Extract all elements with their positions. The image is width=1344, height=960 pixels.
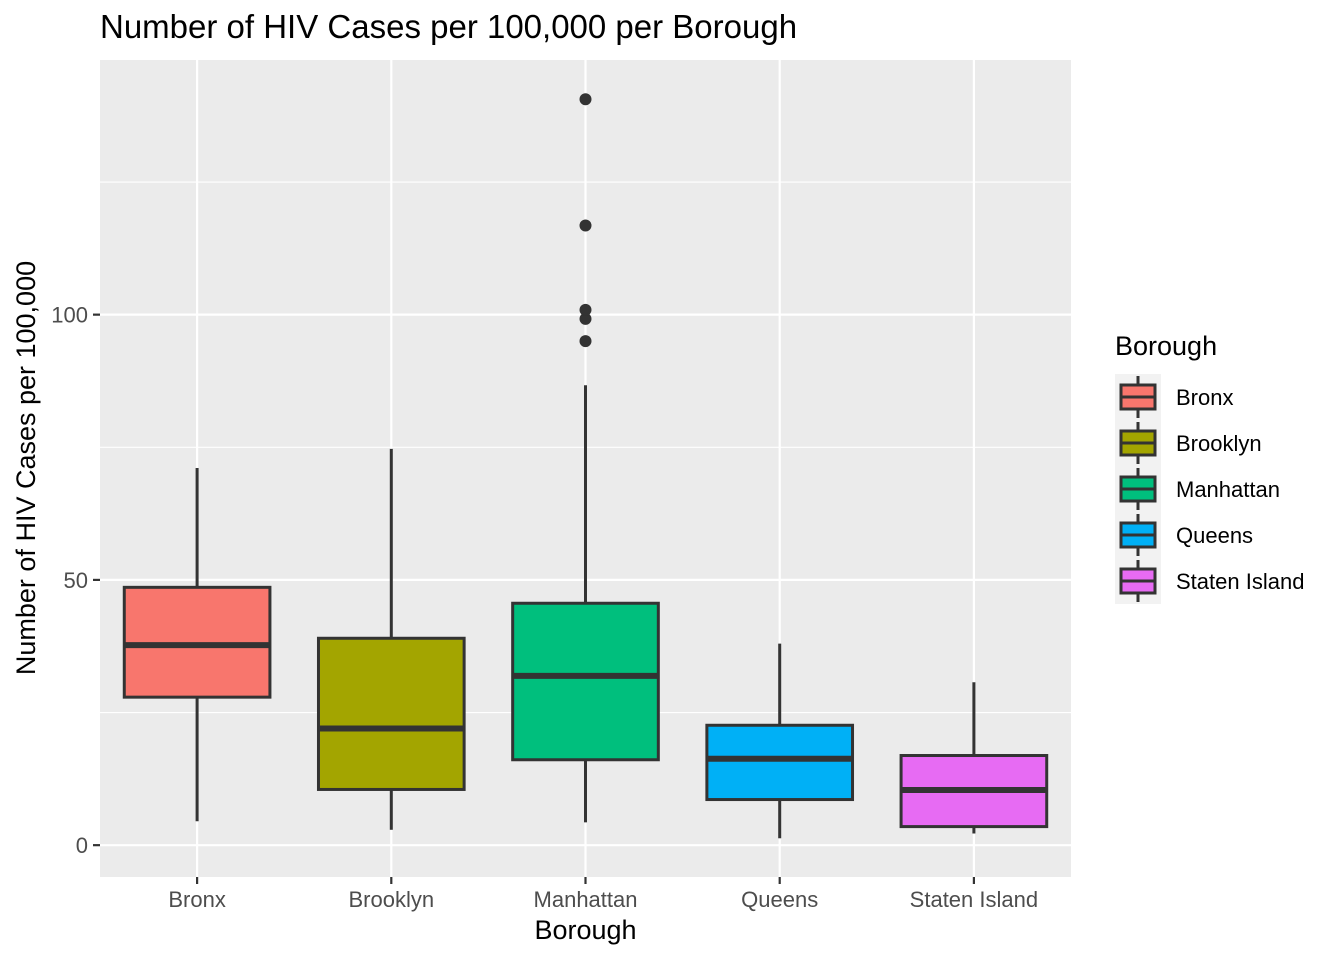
x-tick-label: Bronx	[168, 887, 225, 912]
y-axis-title: Number of HIV Cases per 100,000	[11, 261, 41, 675]
x-tick-label: Staten Island	[910, 887, 1038, 912]
legend: Borough Bronx Brooklyn Manhattan Queens Stat…	[1115, 331, 1304, 604]
legend-label: Staten Island	[1176, 569, 1304, 594]
x-tick-label: Manhattan	[534, 887, 638, 912]
legend-item: Brooklyn	[1119, 422, 1262, 464]
outlier-point	[579, 219, 592, 232]
outlier-point	[579, 303, 592, 316]
legend-label: Bronx	[1176, 385, 1233, 410]
legend-item: Bronx	[1119, 376, 1233, 418]
outlier-point	[579, 312, 592, 325]
legend-item: Staten Island	[1119, 560, 1304, 602]
x-axis: Bronx Brooklyn Manhattan Queens Staten Islan…	[168, 877, 1038, 912]
legend-label: Manhattan	[1176, 477, 1280, 502]
x-tick-label: Queens	[741, 887, 818, 912]
outlier-point	[579, 93, 592, 106]
outlier-point	[579, 335, 592, 348]
box	[511, 601, 660, 762]
box	[316, 636, 466, 791]
box-group	[316, 448, 466, 830]
legend-item: Queens	[1119, 514, 1253, 556]
legend-title: Borough	[1115, 331, 1217, 361]
box-group	[899, 682, 1049, 834]
box-group	[122, 467, 272, 822]
y-tick-label: 50	[64, 568, 88, 593]
boxes	[122, 93, 1049, 839]
legend-label: Brooklyn	[1176, 431, 1262, 456]
y-axis: 0 50 100	[51, 303, 100, 858]
x-tick-label: Brooklyn	[349, 887, 435, 912]
chart-title: Number of HIV Cases per 100,000 per Boro…	[100, 8, 797, 45]
legend-label: Queens	[1176, 523, 1253, 548]
x-axis-title: Borough	[534, 915, 636, 945]
box-group	[511, 93, 660, 823]
legend-item: Manhattan	[1119, 468, 1280, 510]
box	[705, 723, 855, 802]
box-group	[705, 643, 855, 839]
y-tick-label: 100	[51, 303, 88, 328]
y-tick-label: 0	[76, 833, 88, 858]
